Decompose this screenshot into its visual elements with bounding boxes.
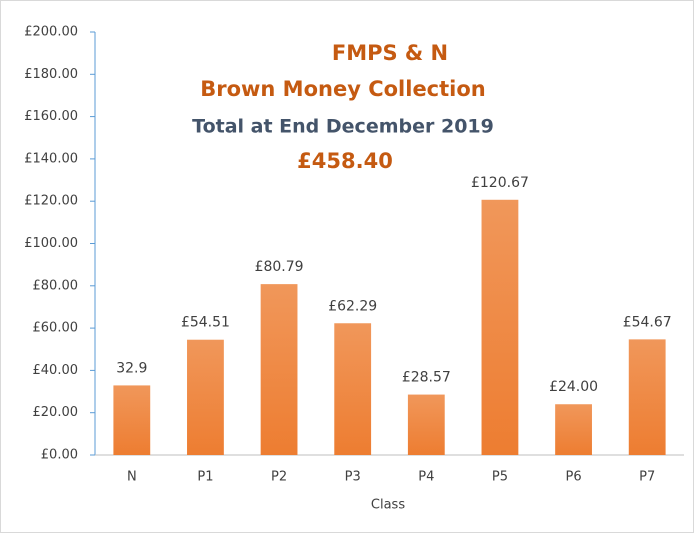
x-tick-label: P4 xyxy=(418,470,434,485)
x-tick-label: P7 xyxy=(639,470,655,485)
y-tick-label: £160.00 xyxy=(24,109,78,124)
x-tick-label: P6 xyxy=(566,470,582,485)
data-label: £54.67 xyxy=(623,314,672,330)
bar xyxy=(113,385,151,455)
y-tick-label: £0.00 xyxy=(41,448,78,463)
data-label: 32.9 xyxy=(116,360,147,376)
x-tick-label: P5 xyxy=(492,470,508,485)
y-tick-label: £180.00 xyxy=(24,67,78,82)
bar xyxy=(481,199,519,455)
data-label: £120.67 xyxy=(471,175,529,191)
bar xyxy=(260,284,298,455)
y-tick-label: £120.00 xyxy=(24,194,78,209)
x-tick-label: N xyxy=(127,470,137,485)
bar xyxy=(555,404,592,455)
data-label: £54.51 xyxy=(181,315,230,331)
y-tick-label: £20.00 xyxy=(33,405,79,420)
x-axis-label: Class xyxy=(371,498,405,513)
bar xyxy=(407,394,445,455)
y-tick-label: £100.00 xyxy=(24,236,78,251)
data-label: £80.79 xyxy=(255,259,304,275)
y-tick-label: £140.00 xyxy=(24,151,78,166)
title-line: Brown Money Collection xyxy=(200,77,486,101)
data-label: £28.57 xyxy=(402,370,451,386)
y-tick-label: £200.00 xyxy=(24,25,78,40)
y-tick-label: £40.00 xyxy=(33,363,79,378)
x-tick-label: P1 xyxy=(197,470,213,485)
title-line: Total at End December 2019 xyxy=(192,116,494,138)
title-line: FMPS & N xyxy=(332,41,448,65)
bar xyxy=(334,323,372,455)
bar xyxy=(628,339,666,455)
title-line: £458.40 xyxy=(297,149,393,173)
x-tick-label: P2 xyxy=(271,470,287,485)
y-tick-label: £80.00 xyxy=(33,278,79,293)
x-tick-label: P3 xyxy=(345,470,361,485)
bar xyxy=(187,339,224,455)
data-label: £62.29 xyxy=(328,298,377,314)
y-tick-label: £60.00 xyxy=(33,321,79,336)
data-label: £24.00 xyxy=(549,379,598,395)
